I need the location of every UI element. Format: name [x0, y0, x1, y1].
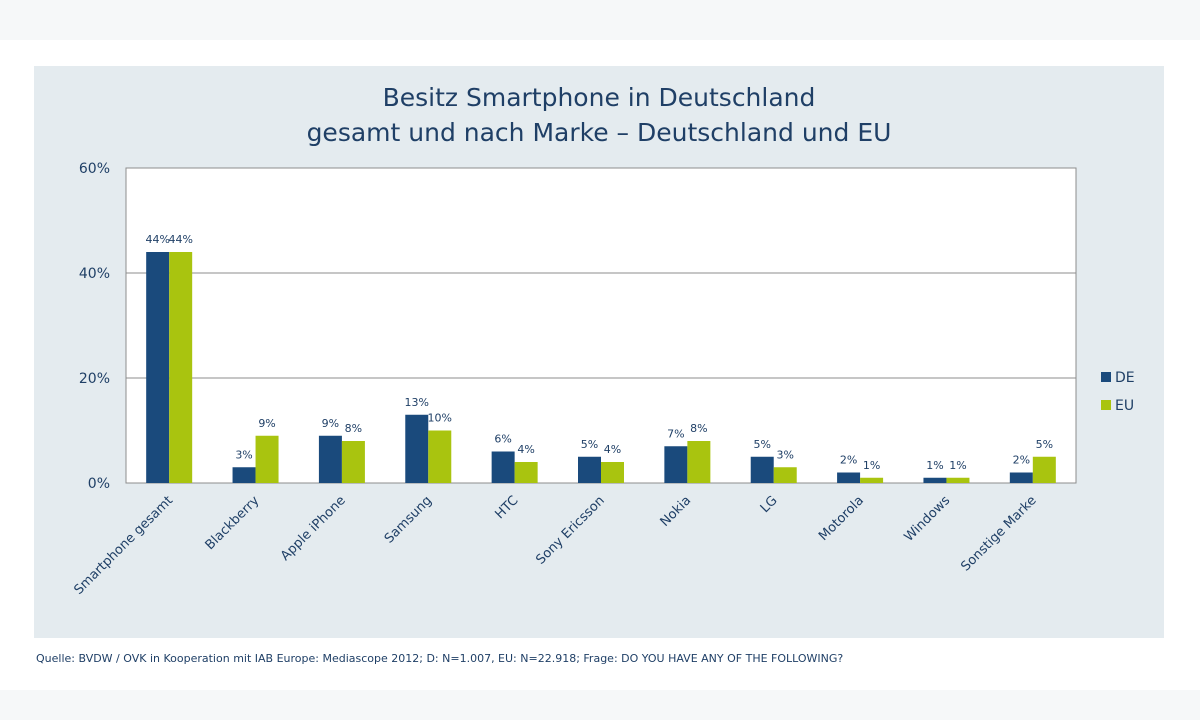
data-label-de: 1% — [926, 459, 943, 472]
bar-eu — [687, 441, 711, 483]
bar-de — [1009, 472, 1033, 483]
bar-de — [405, 414, 429, 483]
bar-eu — [773, 467, 797, 483]
bar-eu — [860, 477, 884, 483]
legend-swatch-eu — [1101, 400, 1111, 410]
bar-de — [664, 446, 688, 483]
bar-de — [578, 456, 601, 483]
bar-de — [232, 467, 256, 483]
data-label-de: 2% — [1013, 454, 1030, 467]
bottom-band — [0, 690, 1200, 720]
data-label-eu: 4% — [517, 443, 534, 456]
bar-de — [491, 451, 515, 483]
data-label-de: 7% — [667, 427, 684, 440]
bar-de — [146, 252, 170, 483]
top-band — [0, 0, 1200, 40]
bar-eu — [514, 462, 538, 483]
data-label-eu: 10% — [428, 412, 452, 425]
chart-title: Besitz Smartphone in Deutschland gesamt … — [34, 80, 1164, 150]
x-tick-label: Samsung — [382, 493, 435, 546]
bar-eu — [428, 430, 452, 483]
bar-eu — [169, 252, 193, 483]
x-tick-label: Apple iPhone — [278, 493, 349, 564]
data-label-eu: 1% — [863, 459, 880, 472]
x-tick-label: Blackberry — [203, 493, 263, 553]
data-label-eu: 3% — [777, 448, 794, 461]
bar-eu — [1032, 456, 1056, 483]
x-tick-label: Nokia — [658, 493, 695, 530]
bar-de — [837, 472, 861, 483]
data-label-de: 9% — [322, 417, 339, 430]
y-tick-label: 20% — [79, 371, 110, 387]
source-note: Quelle: BVDW / OVK in Kooperation mit IA… — [36, 652, 844, 665]
bar-eu — [255, 435, 279, 483]
data-label-de: 3% — [235, 448, 252, 461]
data-label-de: 5% — [754, 438, 771, 451]
chart-title-line-1: Besitz Smartphone in Deutschland — [382, 83, 816, 112]
bar-de — [750, 456, 774, 483]
bar-eu — [946, 477, 970, 483]
data-label-de: 6% — [494, 433, 511, 446]
legend-label-eu: EU — [1115, 398, 1134, 414]
x-tick-label: HTC — [492, 493, 521, 522]
bar-de — [318, 435, 342, 483]
x-tick-label: Motorola — [816, 493, 867, 544]
y-tick-label: 40% — [79, 266, 110, 282]
data-label-eu: 1% — [949, 459, 966, 472]
bar-eu — [601, 462, 624, 483]
chart-title-line-2: gesamt und nach Marke – Deutschland und … — [306, 118, 892, 147]
data-label-eu: 8% — [690, 422, 707, 435]
data-label-eu: 4% — [604, 443, 621, 456]
data-label-eu: 5% — [1036, 438, 1053, 451]
x-tick-label: Sony Ericsson — [533, 493, 607, 567]
bar-eu — [341, 441, 365, 483]
data-label-de: 13% — [405, 396, 429, 409]
data-label-de: 5% — [581, 438, 598, 451]
x-tick-label: Sonstige Marke — [958, 493, 1039, 574]
x-tick-label: Smartphone gesamt — [71, 493, 176, 598]
y-tick-label: 0% — [88, 476, 110, 492]
data-label-eu: 44% — [168, 233, 192, 246]
legend-label-de: DE — [1115, 370, 1135, 386]
x-tick-label: LG — [758, 493, 781, 516]
y-tick-label: 60% — [79, 161, 110, 177]
data-label-eu: 9% — [258, 417, 275, 430]
legend-swatch-de — [1101, 372, 1111, 382]
x-tick-label: Windows — [902, 493, 954, 545]
plot-area — [125, 167, 1077, 484]
data-label-de: 44% — [145, 233, 169, 246]
bar-de — [923, 477, 947, 483]
data-label-eu: 8% — [345, 422, 362, 435]
data-label-de: 2% — [840, 454, 857, 467]
